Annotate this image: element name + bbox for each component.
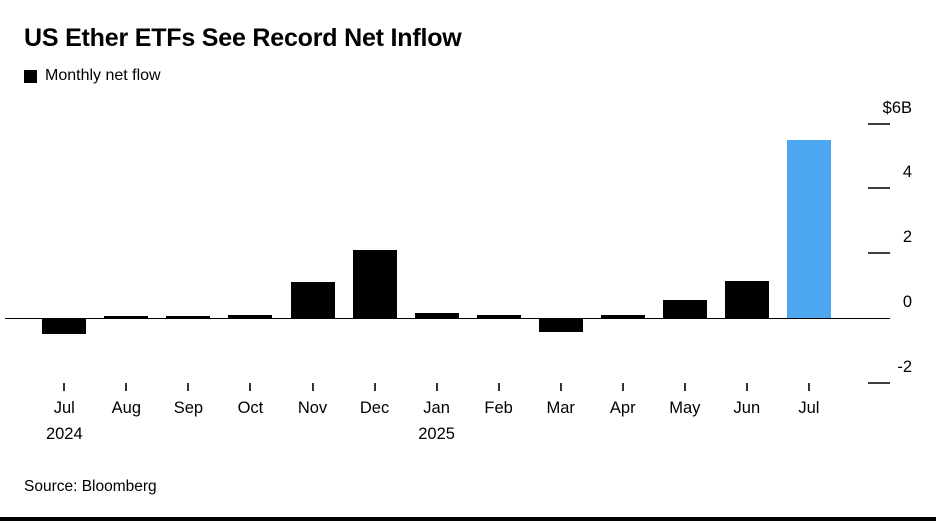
bar-jul-0 — [42, 319, 87, 334]
legend: Monthly net flow — [24, 67, 161, 85]
x-axis-tick — [807, 383, 810, 391]
bar-apr-9 — [600, 314, 645, 318]
x-axis-tick — [373, 383, 376, 391]
x-axis-tick — [187, 383, 190, 391]
x-axis-label: Apr — [609, 399, 636, 417]
bar-mar-8 — [538, 319, 583, 332]
x-axis-year-label: 2025 — [418, 425, 455, 443]
y-axis-tick — [868, 252, 890, 255]
page-title: US Ether ETFs See Record Net Inflow — [24, 24, 462, 52]
x-axis-tick — [745, 383, 748, 391]
bar-oct-3 — [228, 314, 273, 318]
x-axis-label: Oct — [237, 399, 264, 417]
source-credit: Source: Bloomberg — [24, 478, 157, 495]
bar-dec-5 — [352, 249, 397, 318]
y-axis-tick-label: $6B — [882, 98, 912, 117]
y-axis-tick-label: -2 — [897, 357, 912, 376]
x-axis-tick — [683, 383, 686, 391]
x-axis-tick — [497, 383, 500, 391]
x-axis-label: Aug — [111, 399, 142, 417]
x-axis-tick — [125, 383, 128, 391]
x-axis-tick — [621, 383, 624, 391]
x-axis-tick — [311, 383, 314, 391]
bar-nov-4 — [290, 282, 335, 318]
x-axis-label: Dec — [359, 399, 390, 417]
bottom-rule — [0, 516, 936, 521]
x-axis-label: Feb — [484, 399, 513, 417]
bar-sep-2 — [166, 316, 211, 318]
x-axis-year-label: 2024 — [45, 425, 83, 443]
x-axis-label: Mar — [546, 399, 575, 417]
x-axis-tick — [63, 383, 66, 391]
y-axis-tick — [868, 187, 890, 190]
legend-label: Monthly net flow — [45, 67, 161, 84]
x-axis-label: Nov — [297, 399, 328, 417]
x-axis-tick — [249, 383, 252, 391]
y-axis-tick — [868, 381, 890, 384]
bar-jun-11 — [724, 280, 769, 318]
x-axis-label: Sep — [173, 399, 204, 417]
y-axis-tick-label: 2 — [902, 228, 912, 247]
zero-baseline — [5, 318, 890, 320]
y-axis-tick — [868, 122, 890, 125]
x-axis-tick — [559, 383, 562, 391]
bar-may-10 — [662, 300, 707, 318]
x-axis-label: May — [669, 399, 701, 417]
y-axis-tick-label: 4 — [902, 163, 912, 182]
y-axis-tick-label: 0 — [902, 293, 912, 311]
legend-swatch — [24, 69, 37, 83]
x-axis-label: Jan — [423, 399, 450, 417]
bar-feb-7 — [476, 314, 521, 318]
bar-jan-6 — [414, 313, 459, 318]
x-axis-tick — [435, 383, 438, 391]
x-axis-label: Jul — [798, 399, 820, 417]
bar-jul-12 — [786, 139, 831, 318]
bar-aug-1 — [104, 316, 149, 318]
x-axis-label: Jul — [53, 399, 75, 417]
x-axis-label: Jun — [733, 399, 761, 417]
